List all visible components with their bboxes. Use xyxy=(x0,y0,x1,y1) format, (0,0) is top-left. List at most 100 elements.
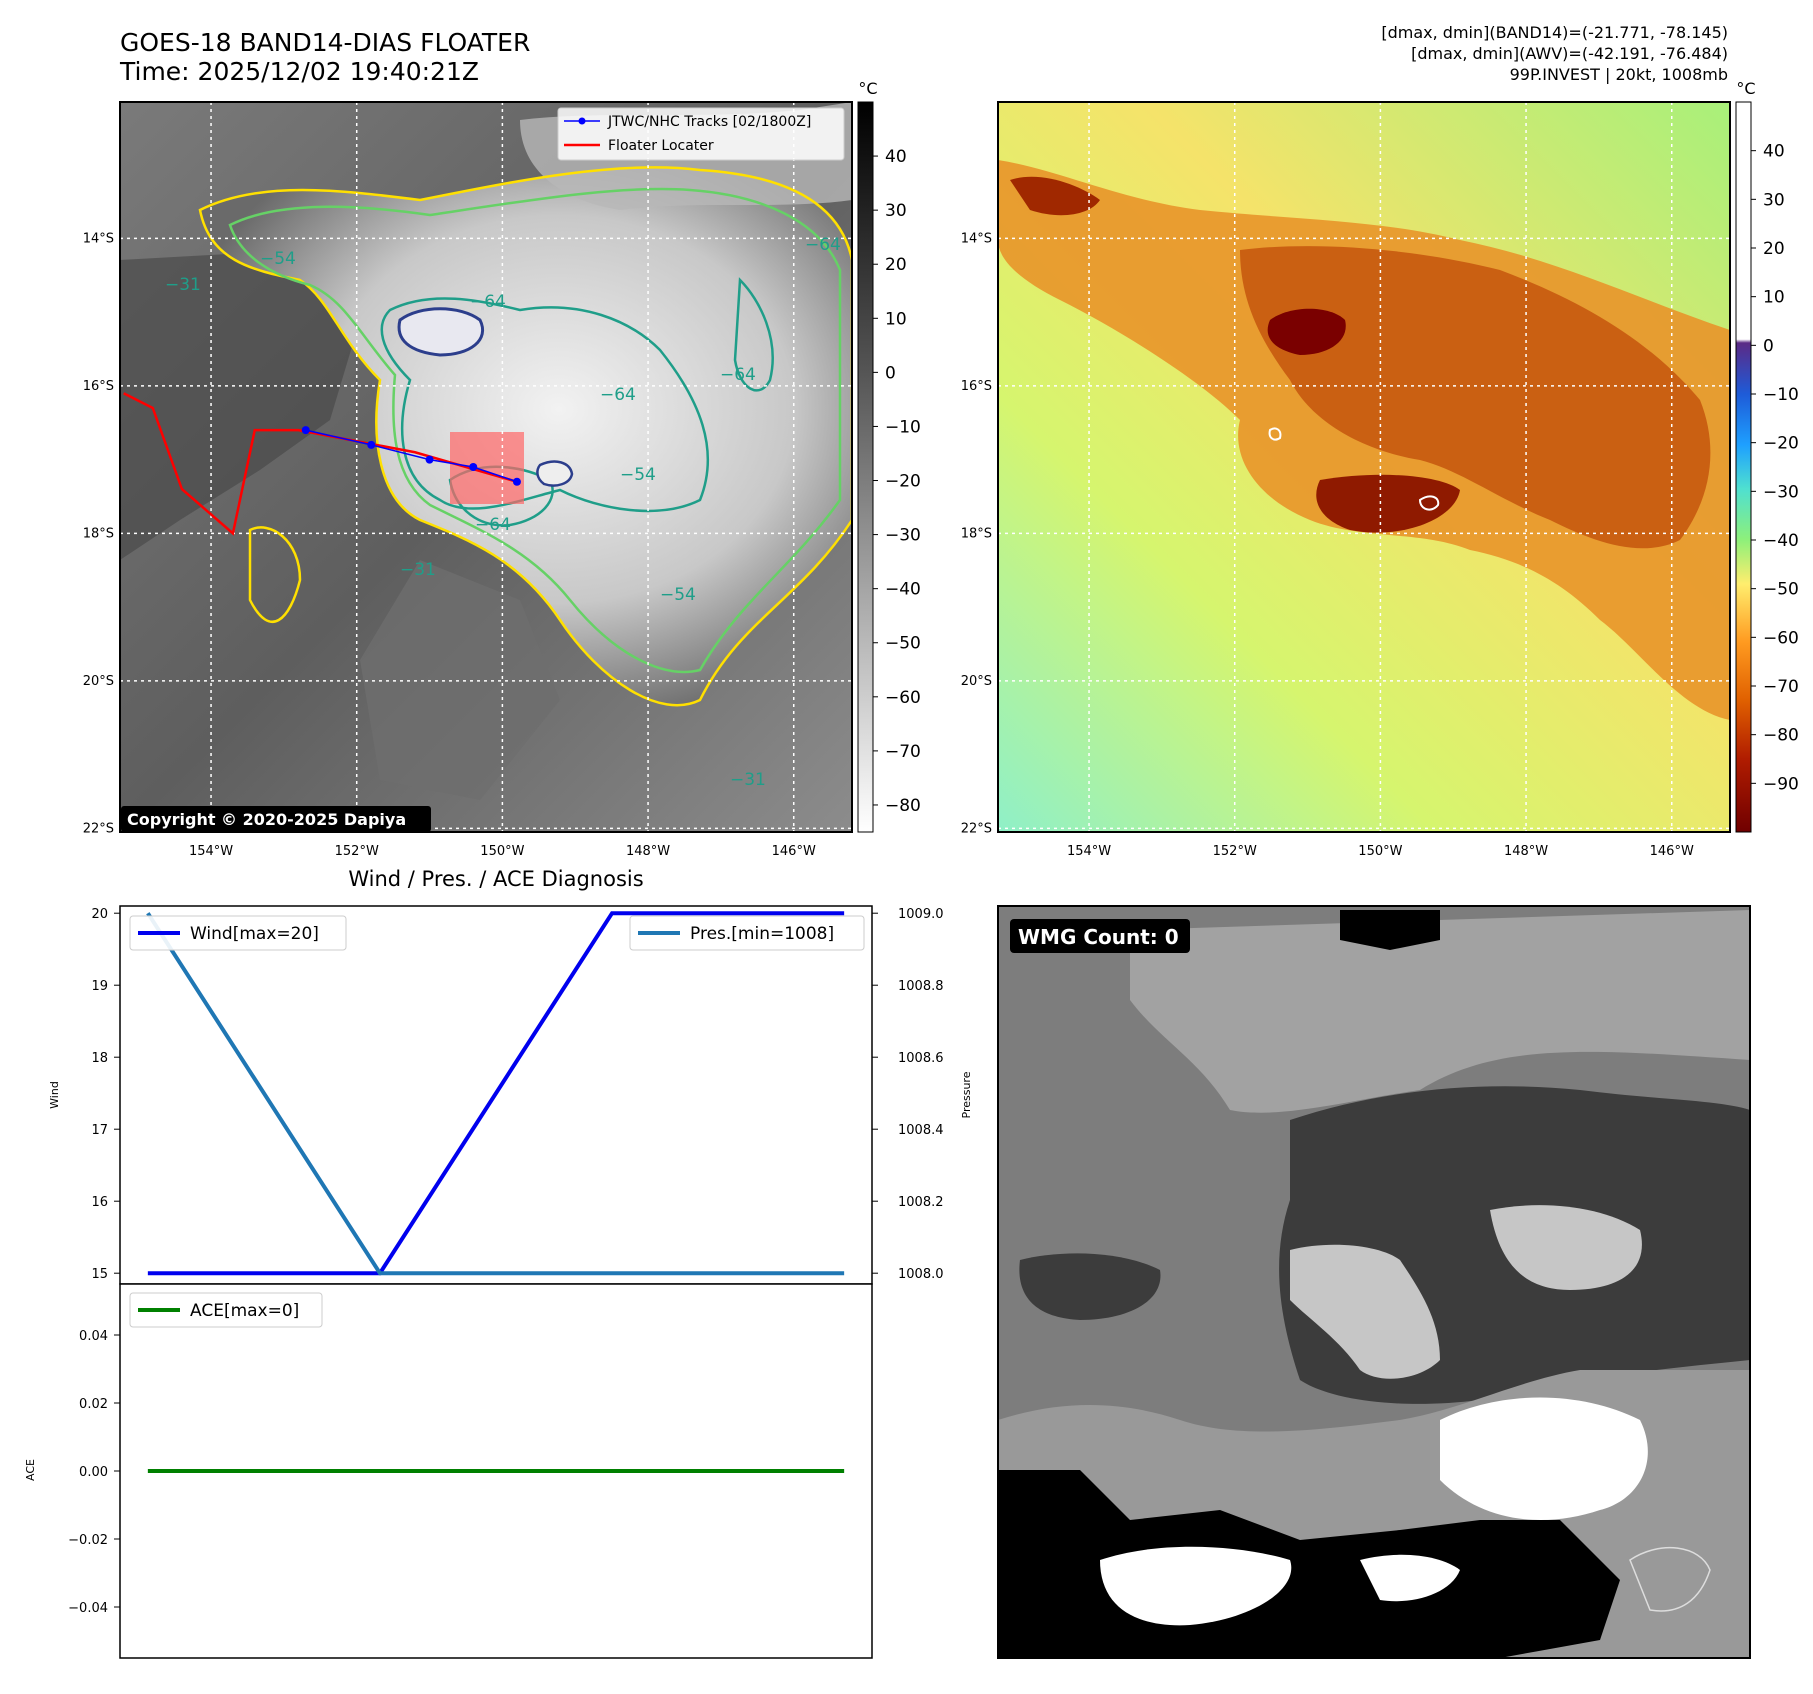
ir-cloud-shield xyxy=(200,167,852,706)
colorbar-tick-label: −60 xyxy=(885,688,921,708)
colorbar-left-gradient xyxy=(857,101,874,833)
lon-tick-label: 154°W xyxy=(1067,844,1111,859)
lon-tick-label: 154°W xyxy=(189,844,233,859)
colorbar-tick-label: −80 xyxy=(885,796,921,816)
y-tick-label: 20 xyxy=(91,907,108,922)
y-tick-label: 18 xyxy=(91,1051,108,1066)
track-point xyxy=(425,455,434,464)
contour-label: −54 xyxy=(660,585,696,605)
track-point xyxy=(512,477,521,486)
colorbar-tick-label: 30 xyxy=(1763,190,1785,210)
y-tick-label: 1008.4 xyxy=(898,1123,944,1138)
copyright-box xyxy=(121,806,431,832)
colorbar-tick-label: −10 xyxy=(1763,385,1799,405)
info-band14: [dmax, dmin](BAND14)=(-21.771, -78.145) xyxy=(1381,23,1728,42)
lat-tick-label: 14°S xyxy=(961,231,992,246)
lat-tick-label: 18°S xyxy=(83,526,114,541)
colorbar-tick-label: −70 xyxy=(1763,677,1799,697)
contour-label: −64 xyxy=(600,385,636,405)
info-storm: 99P.INVEST | 20kt, 1008mb xyxy=(1510,65,1728,84)
ace-legend-box xyxy=(129,1292,323,1328)
y-tick-label: 0.00 xyxy=(79,1465,108,1480)
y-tick-label: 0.04 xyxy=(79,1329,108,1344)
contour-navy xyxy=(397,307,484,357)
lon-tick-label: 148°W xyxy=(1504,844,1548,859)
wind-legend: Wind[max=20] xyxy=(129,915,347,951)
legend-track-label: JTWC/NHC Tracks [02/1800Z] xyxy=(607,114,811,130)
contour-label: −31 xyxy=(400,560,436,580)
copyright-text: Copyright © 2020-2025 Dapiya xyxy=(127,810,406,829)
colorbar-tick-label: −40 xyxy=(885,580,921,600)
colorbar-tick-label: −50 xyxy=(885,634,921,654)
info-awv: [dmax, dmin](AWV)=(-42.191, -76.484) xyxy=(1411,44,1728,63)
colorbar-tick-label: −50 xyxy=(1763,580,1799,600)
contour-label: −31 xyxy=(730,770,766,790)
wmg-light-region xyxy=(1290,1244,1440,1379)
ace-legend: ACE[max=0] xyxy=(129,1292,323,1328)
colorbar-left: °C 40 30 20 10 0 −10 −20 −30 −40 −50 −60 −70 −80 xyxy=(857,79,921,833)
pressure-series-line xyxy=(146,912,845,1276)
y-tick-label: 15 xyxy=(91,1267,108,1282)
colorbar-tick-label: −80 xyxy=(1763,726,1799,746)
awv-contour xyxy=(1268,427,1282,441)
lon-tick-label: 148°W xyxy=(626,844,670,859)
pressure-legend-label: Pres.[min=1008] xyxy=(690,924,834,944)
wind-legend-label: Wind[max=20] xyxy=(190,924,319,944)
lat-tick-label: 16°S xyxy=(961,379,992,394)
colorbar-right-unit: °C xyxy=(1736,79,1755,98)
pressure-axis-label: Pressure xyxy=(960,1071,973,1118)
y-tick-label: 19 xyxy=(91,979,108,994)
wmg-dark-region xyxy=(1019,1253,1161,1320)
contour-label: −64 xyxy=(805,235,841,255)
y-tick-label: 1008.2 xyxy=(898,1195,944,1210)
colorbar-tick-label: −20 xyxy=(885,472,921,492)
contour-green xyxy=(228,187,842,674)
contour-label: −64 xyxy=(720,365,756,385)
y-tick-label: 1008.6 xyxy=(898,1051,944,1066)
awv-map-panel: 154°W 152°W 150°W 148°W 146°W 14°S 16°S 18°S 20°… xyxy=(961,101,1731,859)
wmg-white-region xyxy=(1100,1546,1292,1626)
lat-tick-label: 16°S xyxy=(83,379,114,394)
y-tick-label: 16 xyxy=(91,1195,108,1210)
colorbar-tick-label: 20 xyxy=(1763,239,1785,259)
lat-tick-label: 20°S xyxy=(83,674,114,689)
colorbar-tick-label: 30 xyxy=(885,201,907,221)
wind-series-line xyxy=(147,911,845,1276)
contour-label: −31 xyxy=(165,275,201,295)
colorbar-left-unit: °C xyxy=(858,79,877,98)
awv-contour xyxy=(1418,495,1440,511)
contour-teal xyxy=(380,297,710,513)
y-tick-label: 1008.8 xyxy=(898,979,944,994)
chart-title: Wind / Pres. / ACE Diagnosis xyxy=(348,867,643,891)
wind-axis-ticks: 20 19 18 17 16 15 xyxy=(91,907,120,1282)
ace-legend-label: ACE[max=0] xyxy=(190,1301,299,1321)
contour-label: −54 xyxy=(620,465,656,485)
ir-dark-region xyxy=(360,560,560,800)
colorbar-tick-label: 40 xyxy=(885,147,907,167)
contour-yellow xyxy=(248,526,302,623)
awv-cold-core xyxy=(1316,474,1460,533)
floater-locater-line xyxy=(123,392,518,536)
diagnosis-chart: Wind / Pres. / ACE Diagnosis 20 19 18 17 16 1… xyxy=(24,867,973,1659)
lon-tick-label: 152°W xyxy=(1213,844,1257,859)
colorbar-tick-label: 20 xyxy=(885,255,907,275)
lat-tick-label: 22°S xyxy=(961,821,992,836)
ir-axis-ticks: 154°W 152°W 150°W 148°W 146°W 14°S 16°S 18°S 20°… xyxy=(83,231,816,859)
awv-cold-core xyxy=(1267,308,1346,355)
wmg-frame xyxy=(997,905,1751,1659)
colorbar-left-ticks: 40 30 20 10 0 −10 −20 −30 −40 −50 −60 −70 −80 xyxy=(873,147,921,816)
contour-navy xyxy=(536,460,574,487)
lon-tick-label: 150°W xyxy=(480,844,524,859)
figure-time: Time: 2025/12/02 19:40:21Z xyxy=(119,57,479,86)
colorbar-tick-label: 40 xyxy=(1763,142,1785,162)
awv-map-frame xyxy=(997,101,1731,833)
colorbar-tick-label: −40 xyxy=(1763,531,1799,551)
colorbar-tick-label: 0 xyxy=(1763,336,1774,356)
wmg-contour xyxy=(1629,1547,1711,1612)
y-tick-label: 0.02 xyxy=(79,1397,108,1412)
lat-tick-label: 20°S xyxy=(961,674,992,689)
colorbar-right-ticks: 40 30 20 10 0 −10 −20 −30 −40 −50 −60 −70 −80 −90 xyxy=(1751,142,1799,794)
contour-label: −54 xyxy=(260,249,296,269)
track-points xyxy=(301,426,521,486)
wind-axis-label: Wind xyxy=(48,1081,61,1109)
